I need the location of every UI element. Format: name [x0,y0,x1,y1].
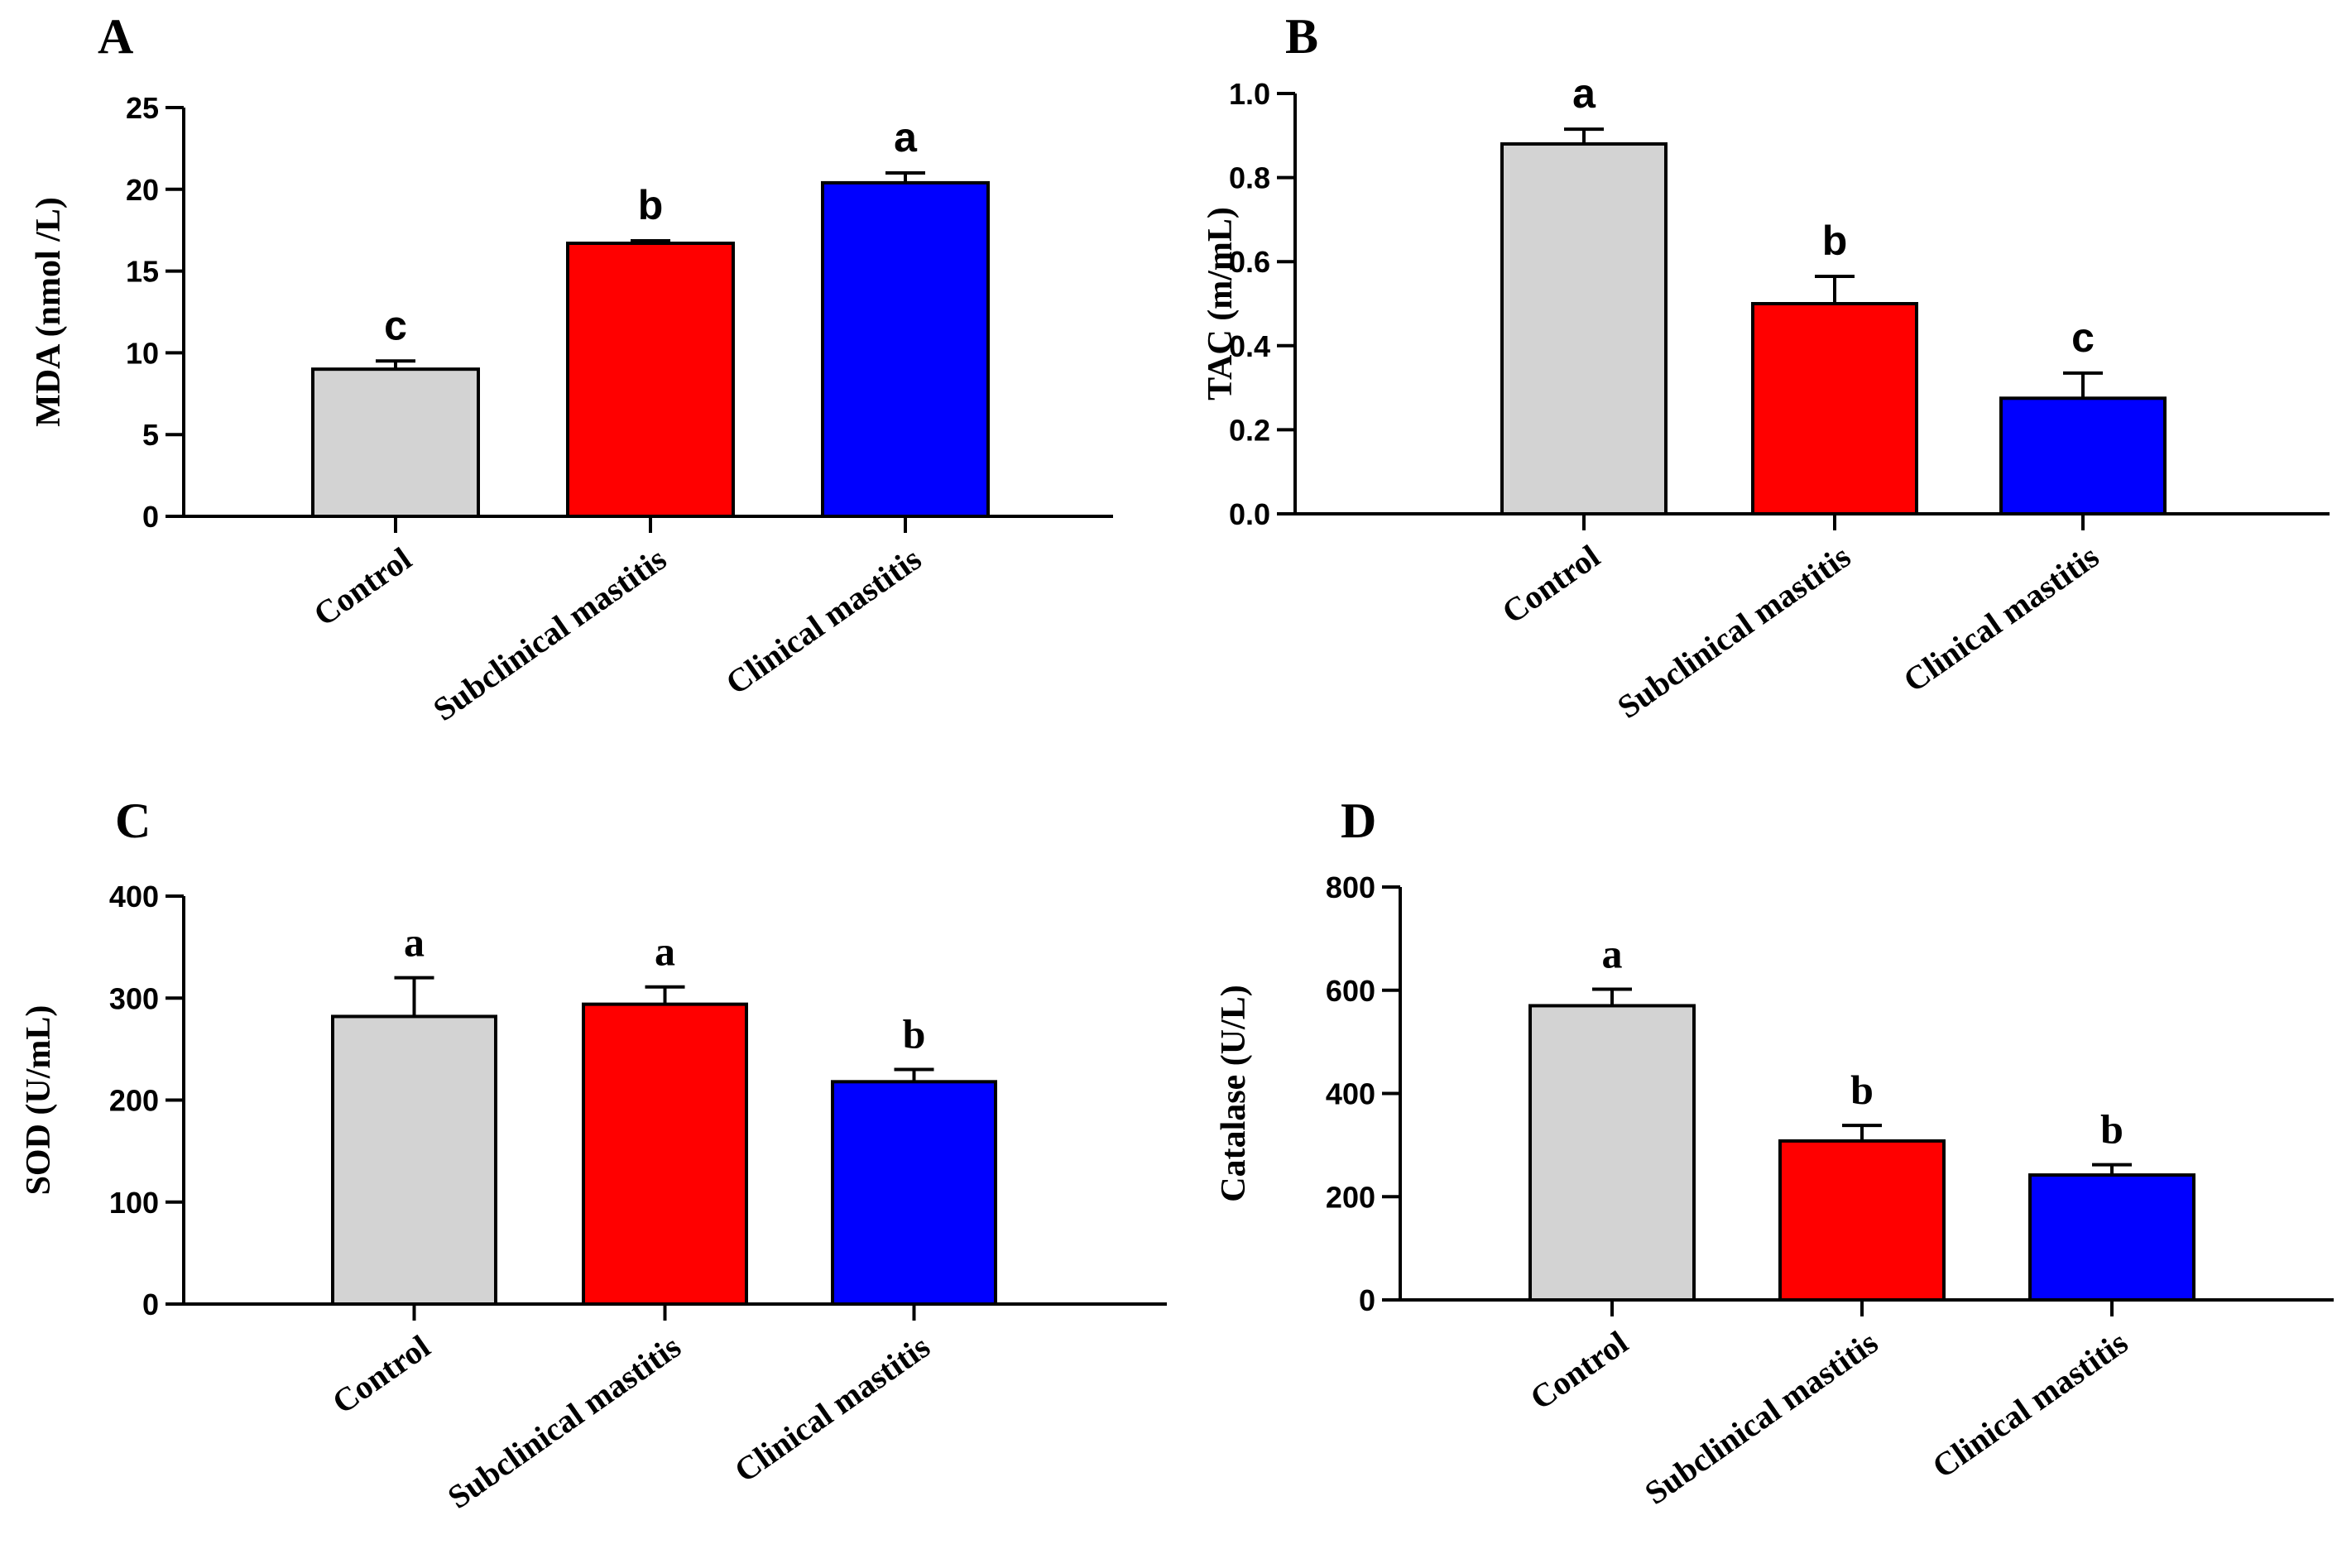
bar-clinical-mastitis [1999,396,2167,515]
y-tick-label: 20 [126,173,159,207]
x-category-label-clinical-mastitis: Clinical mastitis [1897,538,2105,700]
y-tick-label: 10 [126,336,159,370]
y-tick-label: 100 [109,1186,159,1220]
y-tick-label: 0.0 [1229,497,1270,531]
significance-letter-clinical-mastitis: b [2100,1106,2123,1153]
significance-letter-clinical-mastitis: c [2071,314,2095,361]
y-tick-label: 0 [142,500,159,534]
x-category-label-clinical-mastitis: Clinical mastitis [1926,1324,2134,1486]
y-axis-label: TAC (m/mL) [1202,207,1240,400]
x-category-label-subclinical-mastitis: Subclinical mastitis [1638,1324,1884,1512]
y-tick-label: 25 [126,91,159,125]
y-axis-label: Catalase (U/L) [1215,985,1253,1201]
significance-letter-subclinical-mastitis: b [638,182,664,228]
y-tick-label: 0 [1359,1283,1375,1317]
significance-letter-control: a [1572,70,1596,117]
y-tick-label: 5 [142,418,159,452]
y-tick-label: 300 [109,981,159,1015]
y-axis-label: SOD (U/mL) [20,1005,58,1196]
chart-panel-c: C 0 100 200 300 400 SOD (U/mL) a Control a Subclin… [20,794,1167,1516]
bar-subclinical-mastitis [1778,1139,1946,1302]
significance-letter-control: c [384,302,407,348]
significance-letter-control: a [1602,931,1623,977]
x-category-label-clinical-mastitis: Clinical mastitis [719,540,928,702]
y-tick-label: 0 [142,1287,159,1321]
x-category-label-clinical-mastitis: Clinical mastitis [727,1328,936,1490]
y-tick-label: 400 [109,880,159,913]
bar-subclinical-mastitis [1751,302,1918,515]
significance-letter-subclinical-mastitis: b [1822,218,1848,264]
bar-clinical-mastitis [821,180,990,518]
bar-control [1528,1004,1696,1302]
y-tick-label: 1.0 [1229,77,1270,111]
x-category-label-control: Control [1524,1324,1634,1417]
x-category-label-subclinical-mastitis: Subclinical mastitis [441,1328,688,1516]
y-tick-label: 800 [1326,870,1375,904]
x-category-label-subclinical-mastitis: Subclinical mastitis [1610,538,1857,726]
x-category-label-control: Control [1495,538,1606,631]
bar-control [311,367,480,518]
y-tick-label: 0.6 [1229,245,1270,279]
chart-panel-d: D 0 200 400 600 800 Catalase (U/L) a Control b Sub… [1215,794,2334,1512]
x-category-label-control: Control [325,1328,436,1422]
significance-letter-clinical-mastitis: b [903,1011,926,1057]
y-tick-label: 0.4 [1229,329,1270,363]
bar-subclinical-mastitis [582,1002,748,1307]
significance-letter-control: a [404,919,425,966]
panel-letter-a: A [98,9,133,64]
significance-letter-subclinical-mastitis: b [1850,1067,1874,1113]
chart-panel-a: A 0 5 10 15 20 25 MDA (nmol /L) c Control b Subclin… [30,9,1113,728]
bar-control [331,1014,497,1307]
bar-clinical-mastitis [2028,1173,2195,1302]
y-tick-label: 400 [1326,1077,1375,1111]
bar-clinical-mastitis [831,1080,997,1306]
bar-control [1500,141,1668,516]
y-tick-label: 15 [126,255,159,289]
bar-subclinical-mastitis [566,242,735,518]
y-tick-label: 0.2 [1229,413,1270,447]
significance-letter-subclinical-mastitis: a [655,928,675,975]
x-category-label-subclinical-mastitis: Subclinical mastitis [426,540,673,728]
significance-letter-clinical-mastitis: a [894,114,918,161]
y-tick-label: 200 [1326,1180,1375,1214]
y-tick-label: 600 [1326,974,1375,1008]
x-category-label-control: Control [307,540,418,634]
panel-letter-d: D [1341,794,1376,848]
y-axis-label: MDA (nmol /L) [30,197,68,427]
panel-letter-b: B [1285,9,1318,64]
y-tick-label: 200 [109,1084,159,1118]
chart-panel-b: B 0.0 0.2 0.4 0.6 0.8 1.0 TAC (m/mL) a Control b Su… [1202,9,2330,726]
y-tick-label: 0.8 [1229,161,1270,195]
panel-letter-c: C [115,794,151,848]
